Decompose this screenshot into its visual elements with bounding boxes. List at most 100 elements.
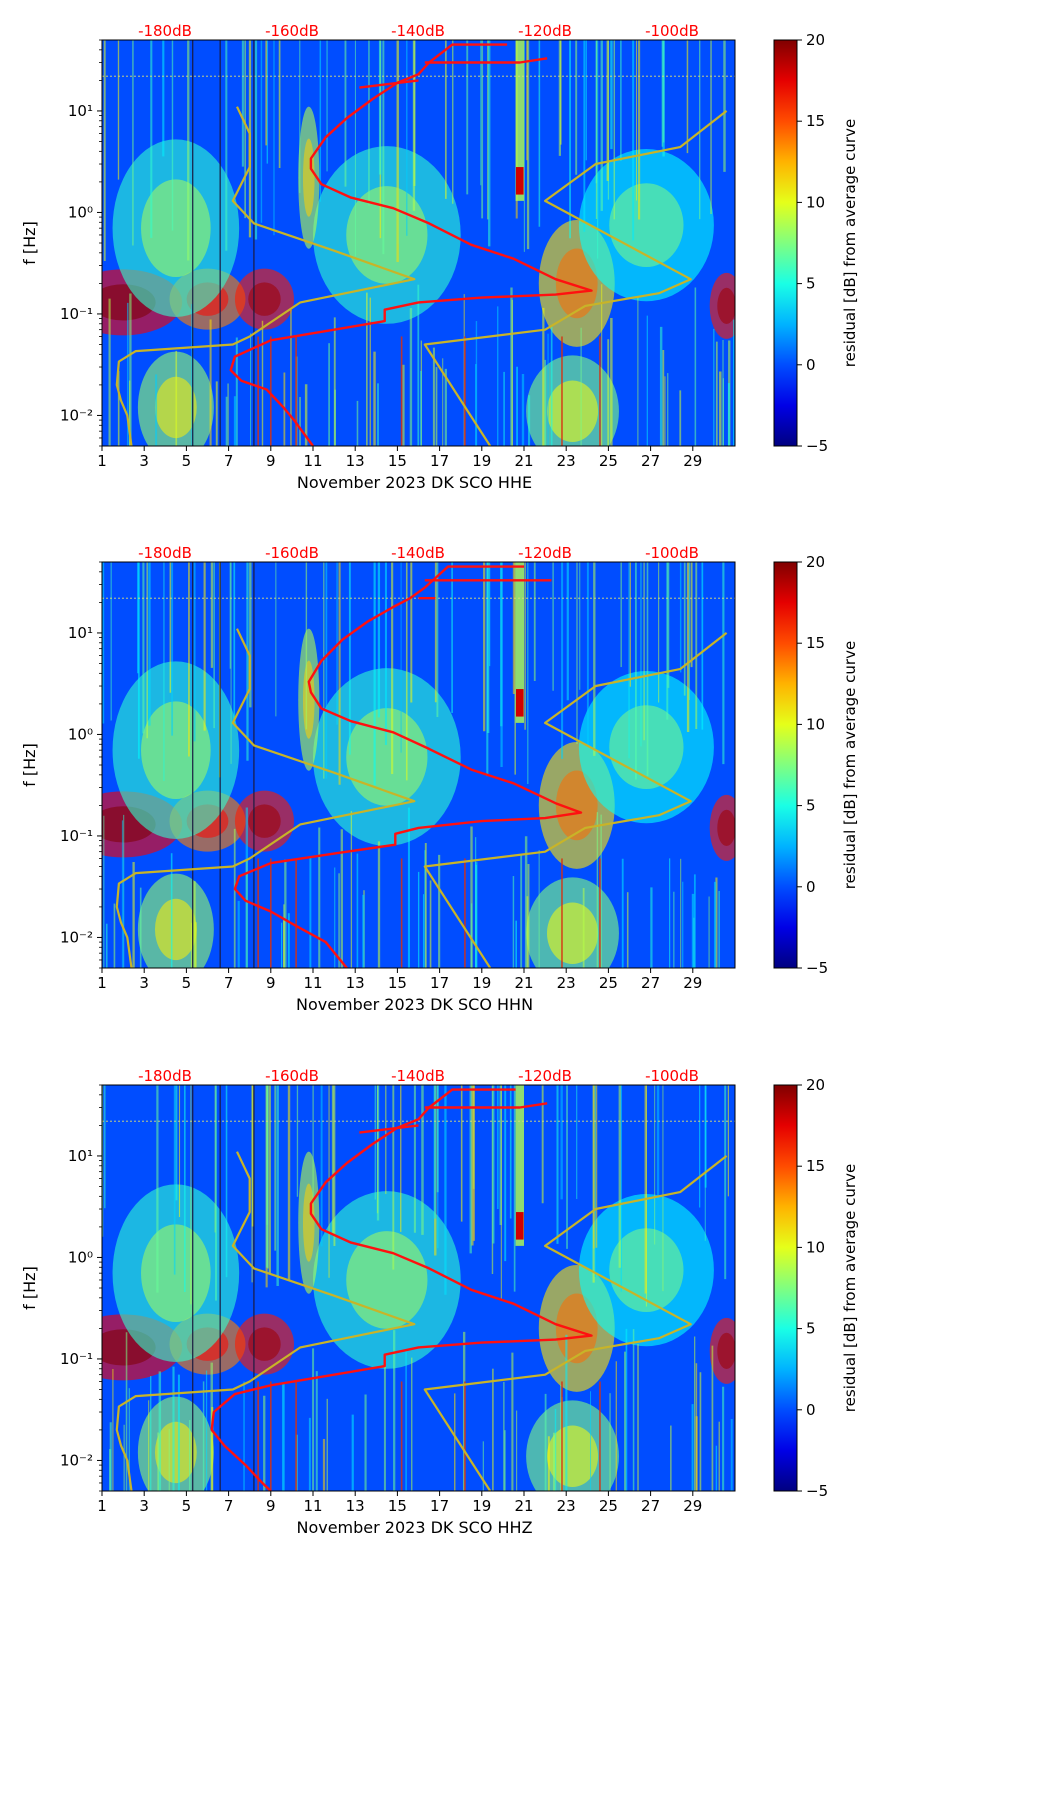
series-line-5 bbox=[423, 110, 728, 446]
heatmap-blob-core bbox=[248, 804, 281, 838]
heatmap-blob-core bbox=[346, 1231, 428, 1329]
top-db-label: -120dB bbox=[518, 1067, 572, 1085]
y-tick-label: 10¹ bbox=[68, 624, 93, 642]
heatmap-blob-core bbox=[302, 660, 315, 739]
y-tick-label: 10¹ bbox=[68, 102, 93, 120]
heatmap-blob-core bbox=[248, 282, 281, 316]
x-tick-label: 27 bbox=[641, 974, 660, 992]
x-tick-label: 23 bbox=[557, 452, 576, 470]
x-tick-label: 7 bbox=[224, 974, 234, 992]
colorbar: 20 15 10 5 0 −5 residual [dB] from average cur… bbox=[773, 1076, 859, 1500]
x-tick-label: 11 bbox=[303, 1497, 322, 1515]
x-tick-label: 3 bbox=[139, 452, 149, 470]
x-tick-label: 5 bbox=[182, 1497, 192, 1515]
x-tick-label: 27 bbox=[641, 452, 660, 470]
heatmap-blob-core bbox=[717, 1332, 735, 1370]
series-line-3 bbox=[359, 79, 419, 89]
x-tick-label: 17 bbox=[430, 452, 449, 470]
x-axis-label: November 2023 DK SCO HHZ bbox=[296, 1518, 532, 1537]
colorbar-tick-label: 20 bbox=[806, 1076, 825, 1094]
top-db-label: -140dB bbox=[391, 1067, 445, 1085]
series-line-2 bbox=[424, 1102, 548, 1109]
series-line-1 bbox=[233, 565, 583, 968]
x-axis-label: November 2023 DK SCO HHE bbox=[297, 473, 532, 492]
colorbar-label: residual [dB] from average curve bbox=[841, 1164, 859, 1412]
top-db-label: -120dB bbox=[518, 544, 572, 562]
colorbar-gradient bbox=[773, 561, 798, 969]
top-db-label: -160dB bbox=[265, 22, 319, 40]
heatmap-event-column bbox=[515, 562, 524, 723]
x-axis-label: November 2023 DK SCO HHN bbox=[296, 995, 533, 1014]
series-line-5 bbox=[423, 632, 728, 968]
series-line-1 bbox=[229, 43, 593, 446]
colorbar-gradient bbox=[773, 1084, 798, 1492]
y-axis-label: f [Hz] bbox=[20, 1266, 39, 1310]
x-tick-label: 25 bbox=[599, 452, 618, 470]
x-tick-label: 13 bbox=[346, 452, 365, 470]
heatmap-area bbox=[102, 562, 735, 968]
x-tick-label: 1 bbox=[97, 452, 107, 470]
colorbar-tick-label: 15 bbox=[806, 1157, 825, 1175]
x-tick-label: 17 bbox=[430, 974, 449, 992]
colorbar-tick-label: 10 bbox=[806, 193, 825, 211]
x-tick-label: 25 bbox=[599, 1497, 618, 1515]
top-db-label: -140dB bbox=[391, 544, 445, 562]
heatmap-blob-core bbox=[546, 1425, 599, 1487]
x-tick-label: 19 bbox=[472, 1497, 491, 1515]
x-tick-label: 13 bbox=[346, 1497, 365, 1515]
colorbar: 20 15 10 5 0 −5 residual [dB] from average cur… bbox=[773, 31, 859, 455]
heatmap-event-core bbox=[515, 1212, 524, 1240]
x-tick-label: 15 bbox=[388, 1497, 407, 1515]
heatmap-blob-core bbox=[302, 138, 315, 217]
series-line-1 bbox=[210, 1088, 593, 1491]
top-db-label: -160dB bbox=[265, 1067, 319, 1085]
colorbar-tick-label: 15 bbox=[806, 634, 825, 652]
top-db-label: -100dB bbox=[645, 544, 699, 562]
y-tick-label: 10⁻¹ bbox=[60, 827, 93, 845]
y-tick-label: 10⁻² bbox=[60, 1451, 93, 1469]
colorbar-tick-label: 5 bbox=[806, 275, 816, 293]
series-line-4 bbox=[115, 628, 416, 968]
colorbar-tick-label: 10 bbox=[806, 715, 825, 733]
y-tick-label: 10⁰ bbox=[68, 1248, 93, 1266]
y-tick-label: 10⁻² bbox=[60, 406, 93, 424]
colorbar-tick-label: 10 bbox=[806, 1238, 825, 1256]
x-tick-label: 5 bbox=[182, 452, 192, 470]
series-line-4 bbox=[115, 106, 416, 446]
heatmap-blob-core bbox=[546, 380, 599, 442]
x-tick-label: 21 bbox=[514, 974, 533, 992]
heatmap-event-column bbox=[515, 40, 524, 201]
top-db-label: -160dB bbox=[265, 544, 319, 562]
heatmap-blob-core bbox=[717, 287, 735, 325]
colorbar-tick-label: 5 bbox=[806, 1320, 816, 1338]
heatmap-blob-core bbox=[546, 902, 599, 964]
top-db-label: -180dB bbox=[138, 1067, 192, 1085]
y-tick-label: 10⁻¹ bbox=[60, 1350, 93, 1368]
heatmap-blob-core bbox=[717, 809, 735, 847]
top-db-label: -100dB bbox=[645, 22, 699, 40]
x-tick-label: 29 bbox=[683, 1497, 702, 1515]
top-db-label: -120dB bbox=[518, 22, 572, 40]
top-db-label: -100dB bbox=[645, 1067, 699, 1085]
colorbar-tick-label: 0 bbox=[806, 878, 816, 896]
colorbar: 20 15 10 5 0 −5 residual [dB] from average cur… bbox=[773, 553, 859, 977]
heatmap-blob-core bbox=[141, 1224, 211, 1323]
colorbar-tick-label: 5 bbox=[806, 797, 816, 815]
x-tick-label: 29 bbox=[683, 974, 702, 992]
x-tick-label: 23 bbox=[557, 974, 576, 992]
x-tick-label: 9 bbox=[266, 974, 276, 992]
x-tick-label: 19 bbox=[472, 974, 491, 992]
colorbar-label: residual [dB] from average curve bbox=[841, 641, 859, 889]
y-tick-label: 10⁰ bbox=[68, 203, 93, 221]
heatmap-blob-core bbox=[154, 1421, 197, 1484]
heatmap-blob-core bbox=[141, 701, 211, 800]
colorbar-tick-label: −5 bbox=[806, 1482, 828, 1500]
heatmap-blob-core bbox=[248, 1327, 281, 1361]
heatmap-blob-core bbox=[555, 770, 598, 841]
x-tick-label: 7 bbox=[224, 1497, 234, 1515]
series-line-3 bbox=[359, 1124, 419, 1134]
x-tick-label: 5 bbox=[182, 974, 192, 992]
x-tick-label: 19 bbox=[472, 452, 491, 470]
